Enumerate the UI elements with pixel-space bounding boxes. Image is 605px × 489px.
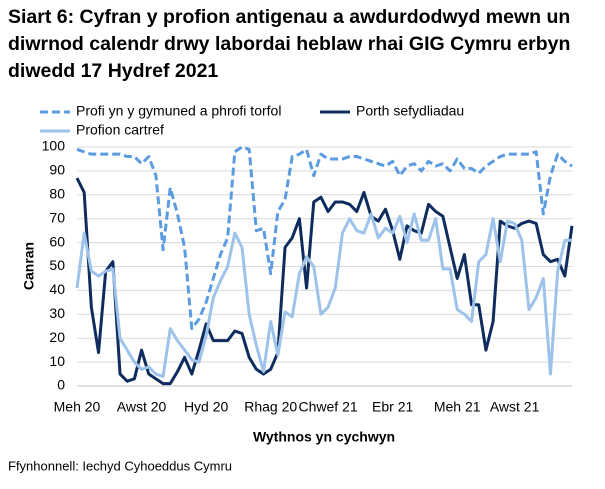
- x-tick-label: Ebr 21: [372, 399, 413, 415]
- x-tick-label: Meh 20: [54, 399, 101, 415]
- series-line: [75, 212, 572, 378]
- y-tick-label: 60: [49, 233, 65, 249]
- x-axis-label: Wythnos yn cychwyn: [253, 429, 395, 445]
- y-tick-label: 90: [49, 162, 65, 178]
- chart-title: Siart 6: Cyfran y profion antigenau a aw…: [8, 6, 571, 82]
- legend-label: Profion cartref: [76, 122, 164, 138]
- legend-label: Profi yn y gymuned a phrofi torfol: [76, 103, 281, 119]
- x-tick-label: Chwef 21: [299, 399, 358, 415]
- y-tick-label: 40: [49, 281, 65, 297]
- source: Ffynhonnell: Iechyd Cyhoeddus Cymru: [8, 458, 232, 473]
- y-tick-label: 0: [57, 377, 65, 393]
- y-tick-label: 100: [42, 138, 66, 154]
- x-tick-label: Hyd 20: [184, 399, 229, 415]
- series-line: [75, 177, 574, 386]
- y-tick-label: 20: [49, 329, 65, 345]
- y-tick-label: 70: [49, 209, 65, 225]
- x-tick-label: Rhag 20: [244, 399, 297, 415]
- series-line: [76, 145, 573, 331]
- y-tick-label: 80: [49, 186, 65, 202]
- y-tick-label: 10: [49, 353, 65, 369]
- y-axis-label: Canran: [21, 242, 37, 290]
- x-tick-label: Awst 21: [490, 399, 540, 415]
- legend-label: Porth sefydliadau: [356, 103, 464, 119]
- y-tick-label: 50: [49, 257, 65, 273]
- x-tick-label: Awst 20: [117, 399, 167, 415]
- x-tick-label: Meh 21: [434, 399, 481, 415]
- y-tick-label: 30: [49, 305, 65, 321]
